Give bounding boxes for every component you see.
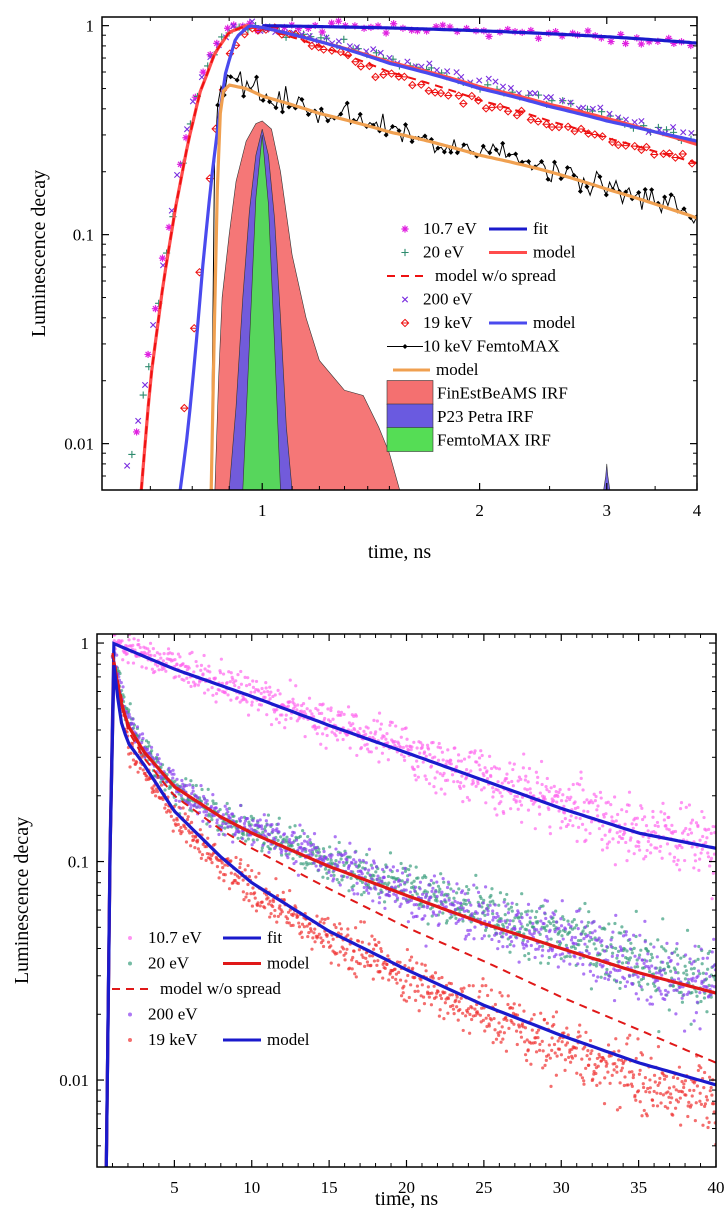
legend-entry-4: 19 keV model (128, 1030, 310, 1049)
legend-line-label: model (533, 243, 576, 262)
legend-label: 19 keV (423, 313, 473, 332)
bottom-chart-y-axis-label: Luminescence decay (11, 817, 33, 984)
legend-line-label: fit (533, 219, 548, 238)
legend-label: FemtoMAX IRF (437, 431, 551, 450)
legend-entry-9: FemtoMAX IRF (386, 427, 551, 452)
series-3-model (104, 661, 716, 1167)
top-chart-plot-area (124, 17, 697, 490)
x-tick-label: 1 (258, 501, 267, 520)
legend-entry-1: 20 eV model (401, 243, 576, 262)
bottom-chart-ticks: 5 10 15 20 25 30 35 40 0.01 0.1 1 (59, 634, 725, 1197)
bottom-chart-x-axis-label: time, ns (375, 1188, 439, 1210)
legend-entry-3: 200 eV (401, 290, 473, 309)
legend-line-label: model (267, 954, 310, 973)
x-tick-label: 30 (553, 1178, 570, 1197)
y-tick-label: 1 (81, 634, 90, 653)
legend-label: 19 keV (148, 1030, 198, 1049)
y-tick-label: 0.1 (68, 853, 89, 872)
legend-entry-2: model w/o spread (387, 266, 556, 285)
top-chart-frame (101, 16, 698, 491)
series-7-model (104, 665, 716, 1167)
y-tick-label: 1 (86, 17, 95, 36)
legend-label: P23 Petra IRF (437, 407, 533, 426)
legend-line-label: model (533, 313, 576, 332)
legend-swatch (386, 380, 434, 405)
bottom-chart-plot-area (104, 634, 716, 1167)
legend-entry-8: P23 Petra IRF (386, 403, 533, 429)
series-12-p23-petra-irf (603, 463, 611, 490)
y-tick-label: 0.1 (73, 226, 94, 245)
legend-line-label: fit (267, 928, 282, 947)
legend-label: 10 keV FemtoMAX (423, 337, 560, 356)
legend-entry-7: FinEstBeAMS IRF (386, 380, 568, 405)
x-tick-label: 10 (243, 1178, 260, 1197)
legend-line-label: model w/o spread (160, 979, 281, 998)
legend-entry-0: 10.7 eV fit (401, 219, 548, 238)
legend-label: 10.7 eV (423, 219, 478, 238)
top-chart: 1 2 3 4 0.01 0.1 1 time, ns Luminescence decay… (28, 16, 702, 563)
y-tick-label: 0.01 (64, 435, 94, 454)
legend-swatch (386, 403, 434, 429)
x-tick-label: 40 (708, 1178, 725, 1197)
legend-label: 200 eV (423, 290, 473, 309)
x-tick-label: 20 (398, 1178, 415, 1197)
series-1-fit (262, 24, 697, 45)
x-tick-label: 3 (603, 501, 612, 520)
legend-entry-0: 10.7 eV fit (128, 928, 282, 947)
legend-line-label: model w/o spread (435, 266, 556, 285)
legend-label: FinEstBeAMS IRF (437, 384, 568, 403)
legend-entry-2: model w/o spread (112, 979, 281, 998)
legend-entry-1: 20 eV model (128, 954, 310, 973)
top-chart-ticks: 1 2 3 4 0.01 0.1 1 (64, 17, 702, 520)
series-9-model (209, 83, 697, 490)
x-tick-label: 15 (321, 1178, 338, 1197)
legend-entry-4: 19 keV model (400, 313, 576, 332)
top-chart-y-axis-label: Luminescence decay (28, 170, 50, 337)
x-tick-label: 2 (475, 501, 484, 520)
legend-entry-6: model (393, 360, 479, 379)
legend-label: 200 eV (148, 1005, 198, 1024)
series-0-10-7-ev (110, 634, 716, 901)
legend-entry-3: 200 eV (128, 1005, 198, 1024)
series-6-19-kev (110, 654, 716, 1147)
x-tick-label: 25 (475, 1178, 492, 1197)
legend-label: 20 eV (148, 954, 190, 973)
series-1-fit (104, 641, 716, 1167)
series-13-femtomax-irf (242, 134, 281, 490)
bottom-chart-legend: 10.7 eV fit 20 eV model model w/o spread 200 … (112, 928, 310, 1049)
legend-swatch (386, 427, 434, 452)
series-7-model (178, 24, 697, 490)
top-chart-legend: 10.7 eV fit 20 eV model model w/o spread 200 … (386, 219, 576, 452)
x-tick-label: 4 (693, 501, 702, 520)
series-4-model-w-o-spread (111, 652, 716, 1064)
x-tick-label: 5 (170, 1178, 179, 1197)
bottom-chart: 5 10 15 20 25 30 35 40 0.01 0.1 1 time, ns Lumines… (11, 633, 725, 1210)
legend-entry-5: 10 keV FemtoMAX (387, 337, 560, 356)
legend-line-label: model (436, 360, 479, 379)
top-chart-x-axis-label: time, ns (368, 541, 432, 563)
legend-label: 10.7 eV (148, 928, 203, 947)
legend-label: 20 eV (423, 243, 465, 262)
legend-line-label: model (267, 1030, 310, 1049)
y-tick-label: 0.01 (59, 1071, 89, 1090)
x-tick-label: 35 (630, 1178, 647, 1197)
